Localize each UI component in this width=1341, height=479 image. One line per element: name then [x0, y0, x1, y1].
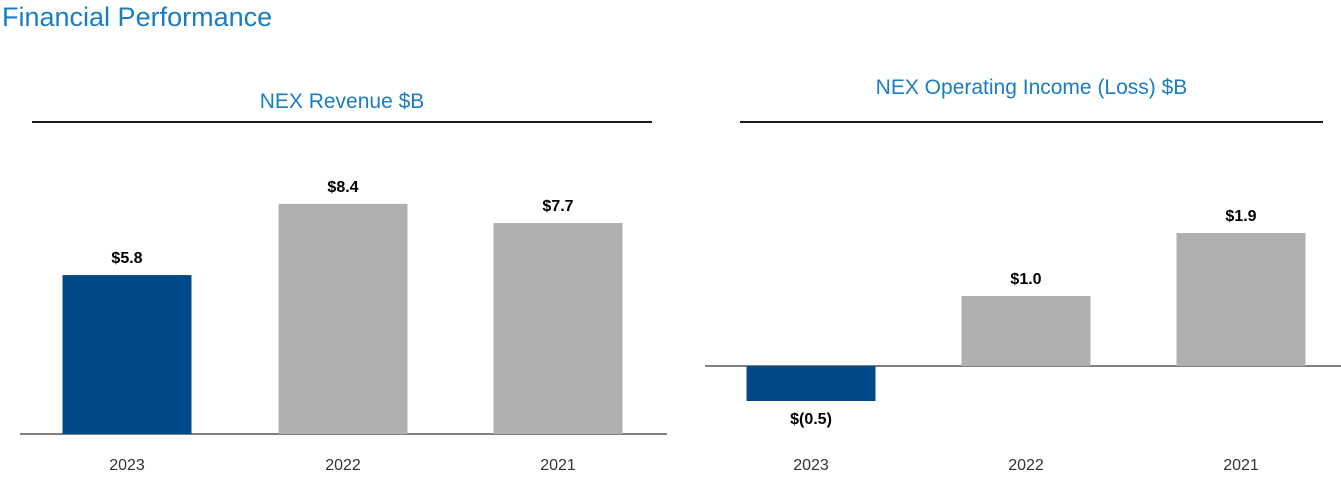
revenue-bar-2023 — [62, 275, 192, 434]
opinc-tick-label-2021: 2021 — [1223, 457, 1259, 474]
operating-income-chart-title: NEX Operating Income (Loss) $B — [875, 76, 1188, 99]
operating-income-title-rule — [740, 121, 1323, 123]
revenue-value-label-2023: $5.8 — [111, 250, 142, 267]
opinc-bar-2023 — [746, 366, 876, 401]
opinc-value-label-2023: $(0.5) — [790, 411, 832, 428]
revenue-tick-label-2022: 2022 — [325, 457, 361, 474]
opinc-tick-label-2023: 2023 — [793, 457, 829, 474]
revenue-tick-label-2021: 2021 — [540, 457, 576, 474]
page-title: Financial Performance — [2, 2, 273, 32]
opinc-bar-2021 — [1176, 233, 1306, 366]
revenue-value-label-2021: $7.7 — [542, 198, 573, 215]
revenue-bar-2022 — [278, 203, 408, 434]
revenue-chart-title: NEX Revenue $B — [259, 90, 425, 113]
revenue-bar-2021 — [493, 223, 623, 434]
opinc-value-label-2022: $1.0 — [1010, 271, 1041, 288]
opinc-bar-2022 — [961, 296, 1091, 366]
revenue-title-rule — [32, 121, 652, 123]
revenue-tick-label-2023: 2023 — [109, 457, 145, 474]
opinc-value-label-2021: $1.9 — [1225, 208, 1256, 225]
opinc-tick-label-2022: 2022 — [1008, 457, 1044, 474]
revenue-value-label-2022: $8.4 — [327, 179, 358, 196]
